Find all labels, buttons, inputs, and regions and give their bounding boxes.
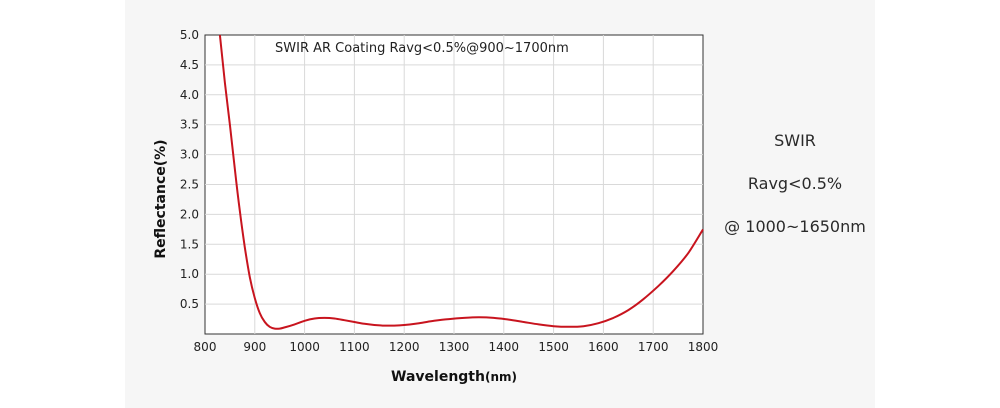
y-tick-labels: 0.5 1.0 1.5 2.0 2.5 3.0 3.5 4.0 4.5 5.0 [180,28,199,311]
x-axis-title: Wavelength(nm) [391,369,517,385]
y-tick-label-8: 4.5 [180,58,199,72]
x-tick-label-1: 900 [243,340,266,354]
x-tick-label-3: 1100 [339,340,370,354]
x-tick-label-2: 1000 [289,340,320,354]
side-note-range: @ 1000~1650nm [724,217,866,236]
x-axis-label: Wavelength [391,369,485,385]
x-tick-label-8: 1600 [588,340,619,354]
y-axis-title: Reflectance(%) [153,139,169,258]
y-tick-label-7: 4.0 [180,88,199,102]
y-tick-label-1: 1.0 [180,267,199,281]
x-tick-label-7: 1500 [538,340,569,354]
x-tick-label-4: 1200 [389,340,420,354]
y-tick-label-9: 5.0 [180,28,199,42]
y-tick-label-6: 3.5 [180,118,199,132]
side-note-ravg: Ravg<0.5% [747,174,843,193]
x-tick-label-6: 1400 [489,340,520,354]
y-tick-label-3: 2.0 [180,207,199,221]
x-tick-label-9: 1700 [638,340,669,354]
x-tick-label-10: 1800 [688,340,719,354]
y-tick-label-4: 2.5 [180,178,199,192]
y-tick-label-2: 1.5 [180,237,199,251]
x-axis-unit: (nm) [485,370,517,384]
x-tick-labels: 800 900 1000 1100 1200 1300 1400 1500 1600 1700 18… [194,340,719,354]
x-tick-label-5: 1300 [439,340,470,354]
y-tick-label-5: 3.0 [180,148,199,162]
grid-lines [205,35,703,334]
x-tick-label-0: 800 [194,340,217,354]
chart-title: SWIR AR Coating Ravg<0.5%@900~1700nm [275,41,569,56]
side-note-band: SWIR [774,131,816,150]
y-tick-label-0: 0.5 [180,297,199,311]
reflectance-curve [218,34,704,330]
